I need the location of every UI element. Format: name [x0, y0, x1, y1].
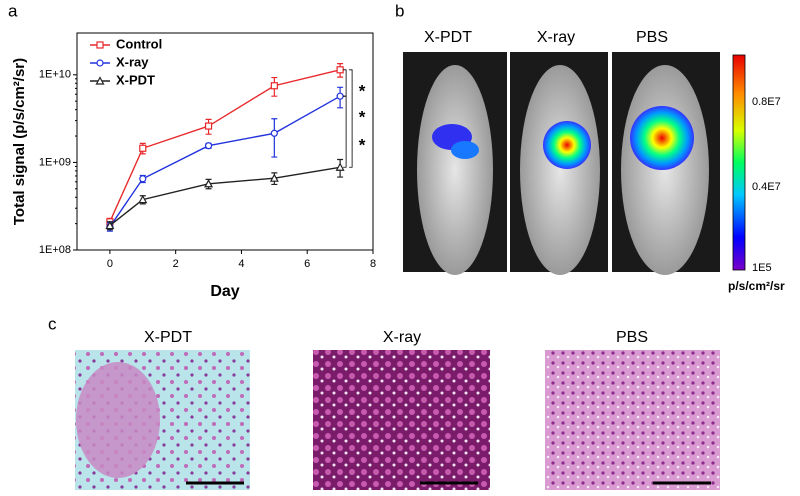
- group-label: X-ray: [537, 29, 575, 46]
- x-tick-label: 4: [238, 258, 244, 270]
- legend-marker: [96, 59, 104, 67]
- data-point: [204, 142, 213, 150]
- panel-label: c: [48, 314, 57, 333]
- data-point: [139, 175, 147, 183]
- data-point: [138, 194, 148, 204]
- significance-mark: *: [359, 107, 366, 126]
- data-point: [270, 129, 278, 137]
- significance-bracket: [349, 69, 353, 168]
- legend-label: Control: [116, 36, 162, 51]
- colorbar-label: 0.4E7: [752, 181, 781, 193]
- significance-mark: *: [359, 81, 366, 100]
- legend-marker: [96, 41, 104, 49]
- error-bar: [271, 118, 278, 158]
- data-point: [139, 144, 147, 152]
- tissue-region: [76, 362, 160, 478]
- legend-label: X-ray: [116, 54, 149, 69]
- group-label: X-ray: [383, 329, 421, 346]
- colorbar-label: 0.8E7: [752, 96, 781, 108]
- mouse: [520, 65, 600, 275]
- data-point: [204, 122, 213, 130]
- data-point: [270, 82, 278, 90]
- imaging-panel: X-PDT X-ray PBS 0.8E7 0.4E7 1E5 p/s/cm²/…: [403, 29, 785, 293]
- colorbar: [732, 54, 746, 271]
- legend-marker: [95, 76, 105, 85]
- colorbar-label: 1E5: [752, 262, 772, 274]
- x-axis-label: Day: [210, 283, 239, 300]
- group-label: PBS: [636, 29, 668, 46]
- histology-panel: X-PDT X-ray PBS: [75, 329, 720, 490]
- histology-image: [313, 350, 490, 490]
- group-label: X-PDT: [144, 329, 192, 346]
- data-point: [269, 173, 279, 182]
- signal: [630, 106, 694, 170]
- panel-label: a: [8, 1, 18, 20]
- panel-label: b: [395, 1, 404, 20]
- y-tick-label: 1E+08: [39, 244, 71, 256]
- group-label: PBS: [616, 329, 648, 346]
- data-point: [336, 66, 344, 74]
- data-point: [336, 92, 344, 100]
- data-point: [204, 179, 214, 188]
- signal: [543, 121, 591, 169]
- x-tick-label: 8: [370, 258, 376, 270]
- y-tick-label: 1E+10: [39, 69, 71, 81]
- group-label: X-PDT: [424, 29, 472, 46]
- x-tick-label: 0: [107, 258, 113, 270]
- x-tick-label: 6: [304, 258, 310, 270]
- mouse: [417, 65, 493, 275]
- legend-label: X-PDT: [116, 72, 155, 87]
- axes-frame: [76, 32, 374, 251]
- data-point: [105, 220, 115, 230]
- plot-area: 0 2 4 6 8 1E+08 1E+09 1E+10 Day Total signal (p/s…: [11, 32, 376, 300]
- x-tick-label: 2: [173, 258, 179, 270]
- significance-bracket: [343, 95, 347, 168]
- signal: [451, 141, 479, 159]
- significance-mark: *: [359, 135, 366, 154]
- y-axis-label: Total signal (p/s/cm²/sr): [11, 58, 28, 225]
- data-point: [335, 162, 345, 171]
- significance-bracket: [343, 69, 347, 97]
- colorbar-unit: p/s/cm²/sr: [728, 279, 785, 293]
- mouse: [621, 65, 709, 275]
- histology-image: [545, 350, 720, 490]
- y-tick-label: 1E+09: [39, 156, 71, 168]
